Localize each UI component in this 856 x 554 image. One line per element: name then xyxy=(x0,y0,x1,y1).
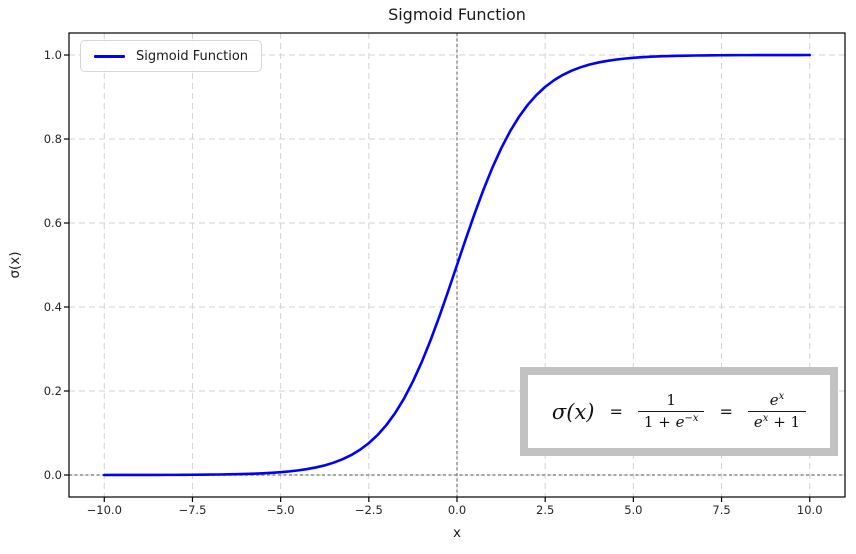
chart-title: Sigmoid Function xyxy=(388,5,526,24)
y-tick-label: 1.0 xyxy=(43,48,62,62)
x-tick-label: 2.5 xyxy=(536,503,555,517)
sigmoid-curve xyxy=(102,53,812,477)
y-axis-label: σ(x) xyxy=(7,251,23,279)
formula-equals-1: = xyxy=(609,402,623,421)
tick-marks xyxy=(64,54,811,502)
x-tick-label: −2.5 xyxy=(354,503,383,517)
formula-fraction-2: ex ex + 1 xyxy=(747,390,807,432)
x-tick-label: 10.0 xyxy=(796,503,823,517)
formula-lhs: σ(x) xyxy=(551,399,595,424)
fraction2-denominator: ex + 1 xyxy=(747,411,807,431)
fraction1-numerator: 1 xyxy=(666,390,676,409)
legend: Sigmoid Function xyxy=(80,40,263,72)
x-tick-label: 0.0 xyxy=(447,503,467,517)
y-tick-label: 0.8 xyxy=(43,132,62,146)
x-tick-label: 5.0 xyxy=(624,503,643,517)
legend-line-swatch xyxy=(94,54,125,58)
formula-annotation-box: σ(x) = 1 1 + e−x = ex ex + 1 xyxy=(520,367,838,456)
x-tick-label: −5.0 xyxy=(266,503,295,517)
x-tick-label: −10.0 xyxy=(86,503,122,517)
y-tick-label: 0.6 xyxy=(43,216,62,230)
y-tick-label: 0.4 xyxy=(43,299,62,314)
x-tick-label: −7.5 xyxy=(178,503,207,517)
fraction1-denominator: 1 + e−x xyxy=(637,411,705,431)
fraction2-numerator: ex xyxy=(769,390,785,409)
y-tick-label: 0.2 xyxy=(43,383,62,398)
legend-label: Sigmoid Function xyxy=(136,48,249,64)
y-tick-label: 0.0 xyxy=(43,467,62,482)
x-tick-label: 7.5 xyxy=(712,503,731,517)
formula-fraction-1: 1 1 + e−x xyxy=(637,390,705,432)
formula-equals-2: = xyxy=(719,402,733,421)
x-axis-label: x xyxy=(453,525,461,541)
